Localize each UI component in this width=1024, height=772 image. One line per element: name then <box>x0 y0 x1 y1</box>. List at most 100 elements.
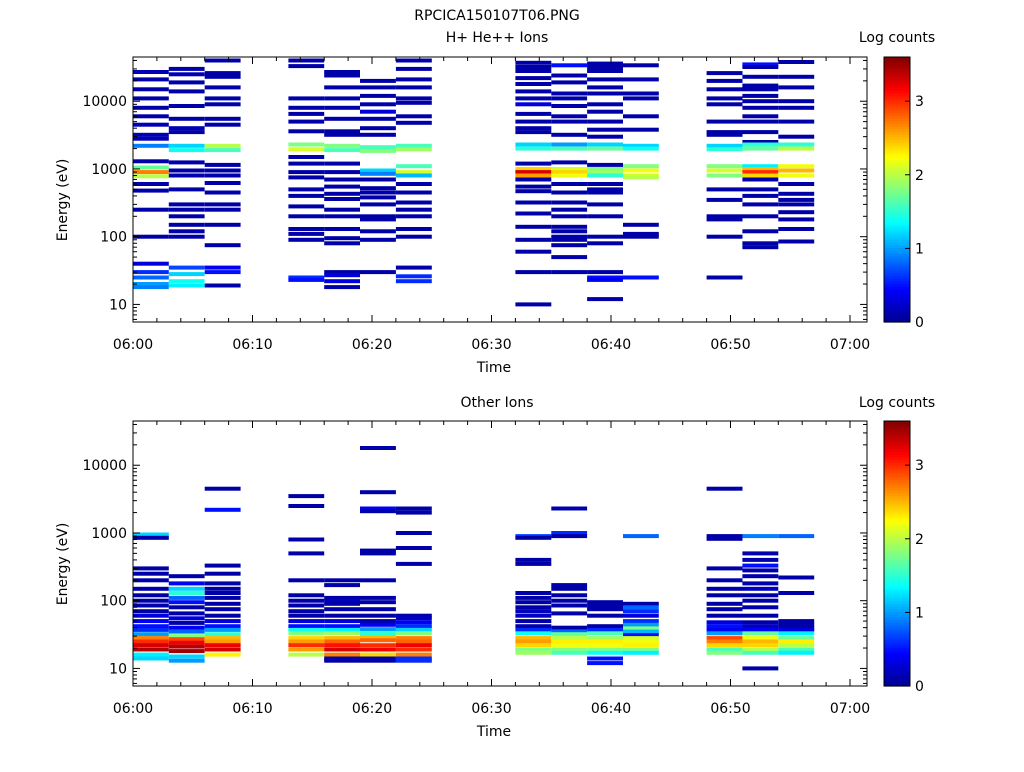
heatmap-cell <box>288 231 325 236</box>
heatmap-cell <box>623 619 659 624</box>
heatmap-cell <box>551 229 588 234</box>
heatmap-cell <box>204 71 241 76</box>
heatmap-cell <box>515 609 552 614</box>
colorbar-step <box>884 101 910 105</box>
heatmap-cell <box>168 116 205 121</box>
heatmap-cell <box>288 96 325 101</box>
heatmap-cell <box>778 164 815 169</box>
colorbar-step <box>884 286 910 290</box>
heatmap-cell <box>515 647 552 652</box>
heatmap-cell <box>706 143 743 148</box>
colorbar-step <box>884 252 910 257</box>
colorbar-step <box>884 426 910 430</box>
heatmap-cell <box>587 167 623 171</box>
heatmap-cell <box>623 633 659 638</box>
colorbar-step <box>884 553 910 557</box>
heatmap-cell <box>623 91 659 96</box>
heatmap-cell <box>168 80 205 85</box>
heatmap-cell <box>623 613 659 618</box>
colorbar-tick-label: 2 <box>915 168 924 184</box>
heatmap-cell <box>360 643 396 648</box>
heatmap-cell <box>742 87 779 92</box>
heatmap-cell <box>778 182 815 186</box>
colorbar-step <box>884 498 910 502</box>
colorbar-step <box>884 495 910 499</box>
heatmap-cell <box>551 643 588 648</box>
heatmap-cell <box>587 639 623 644</box>
heatmap-cell <box>360 217 396 222</box>
heatmap-cell <box>742 650 779 655</box>
heatmap-cell <box>204 283 241 288</box>
heatmap-cell <box>133 96 169 101</box>
colorbar-step <box>884 481 910 486</box>
heatmap-cell <box>324 96 360 101</box>
heatmap-cell <box>623 143 659 148</box>
heatmap-cell <box>168 143 205 148</box>
colorbar-step <box>884 542 910 546</box>
heatmap-cell <box>742 586 779 591</box>
colorbar-tick-label: 3 <box>915 94 924 110</box>
heatmap-cell <box>168 600 205 605</box>
heatmap-cell <box>204 202 241 207</box>
colorbar-step <box>884 528 910 533</box>
heatmap-cell <box>515 613 552 618</box>
heatmap-cell <box>742 636 779 641</box>
colorbar-tick-label: 1 <box>915 241 924 257</box>
heatmap-cell <box>587 650 623 655</box>
heatmap-cell <box>133 593 169 598</box>
heatmap-cell <box>551 91 588 96</box>
heatmap-cell <box>324 207 360 212</box>
heatmap-cell <box>778 119 815 124</box>
colorbar-step <box>884 622 910 626</box>
heatmap-cell <box>288 204 325 209</box>
heatmap-cell <box>395 643 432 648</box>
colorbar-tick-label: 0 <box>915 679 924 695</box>
colorbar: 0 1 2 3 <box>883 56 924 331</box>
panel-h-he-ions: H+ He++ Ions Log counts Energy (eV) Time… <box>55 30 935 376</box>
heatmap-cell <box>204 58 241 63</box>
heatmap-cell <box>742 114 779 119</box>
heatmap-cell <box>623 127 659 132</box>
heatmap-cell <box>168 89 205 94</box>
heatmap-cell <box>706 650 743 655</box>
heatmap-cell <box>706 627 743 632</box>
heatmap-cell <box>133 598 169 603</box>
heatmap-cell <box>551 73 588 78</box>
heatmap-cell <box>204 74 241 79</box>
heatmap-cell <box>204 265 241 270</box>
heatmap-cell <box>324 583 360 588</box>
colorbar-step <box>884 661 910 665</box>
heatmap-cell <box>742 568 779 573</box>
heatmap-cell <box>288 237 325 242</box>
heatmap-cell <box>778 627 815 632</box>
figure-title: RPCICA150107T06.PNG <box>414 8 579 24</box>
heatmap-cell <box>133 647 169 652</box>
heatmap-cell <box>623 77 659 82</box>
colorbar-step <box>884 456 910 461</box>
heatmap-cell <box>288 147 325 152</box>
heatmap-cell <box>742 241 779 246</box>
colorbar-step <box>884 134 910 138</box>
heatmap-cell <box>706 214 743 219</box>
heatmap-cell <box>288 111 325 116</box>
x-tick-label: 06:20 <box>352 701 392 717</box>
heatmap-cell <box>360 595 396 600</box>
colorbar-step <box>884 145 910 149</box>
heatmap-cell <box>395 265 432 270</box>
panel-title: Other Ions <box>460 395 533 411</box>
colorbar-step <box>884 84 910 88</box>
colorbar-step <box>884 319 910 323</box>
colorbar-step <box>884 277 910 282</box>
heatmap-cell <box>587 214 623 219</box>
heatmap-cell <box>168 586 205 591</box>
heatmap-cell <box>706 130 743 135</box>
heatmap-cell <box>515 595 552 600</box>
heatmap-cell <box>395 77 432 82</box>
heatmap-cell <box>551 632 588 637</box>
colorbar-step <box>884 556 910 560</box>
colorbar-step <box>884 525 910 530</box>
heatmap-cell <box>133 636 169 641</box>
y-tick-label: 10000 <box>82 458 127 474</box>
colorbar-step <box>884 655 910 659</box>
